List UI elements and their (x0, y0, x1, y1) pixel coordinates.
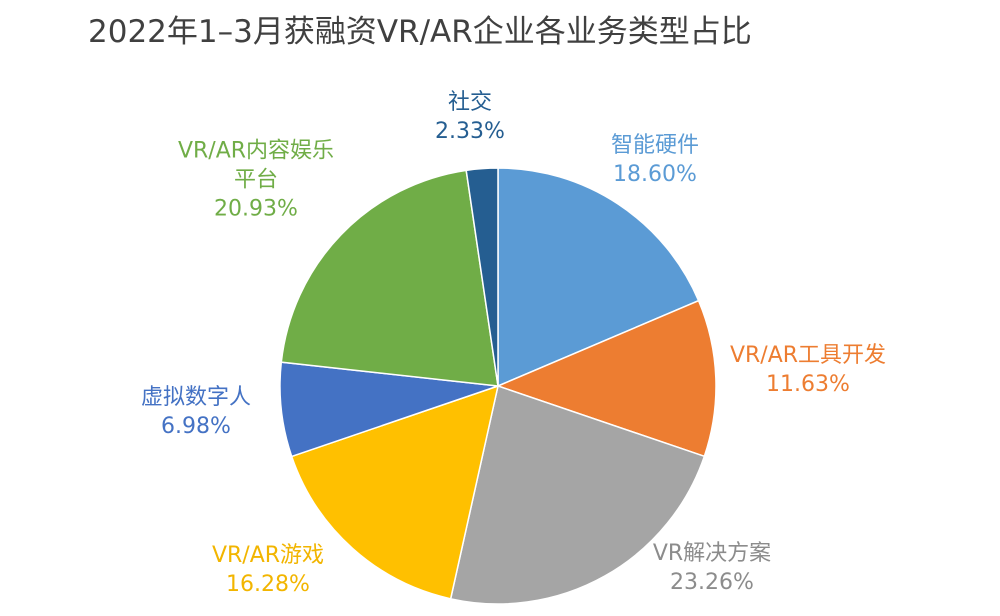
category-name: VR/AR工具开发 (729, 343, 887, 368)
percent-label: 6.98% (161, 414, 231, 439)
percent-label: 20.93% (214, 196, 298, 222)
category-name: 智能硬件 (610, 133, 700, 158)
category-name: VR/AR内容娱乐平台 (177, 138, 335, 193)
slice-label: VR/AR内容娱乐平台 20.93% (171, 137, 341, 224)
slice-label: VR解决方案 23.26% (653, 539, 771, 597)
slice-label: VR/AR工具开发 11.63% (730, 341, 886, 399)
slice-label: 智能硬件 18.60% (611, 131, 699, 189)
pie-slice (465, 167, 499, 387)
pie-slice (449, 385, 706, 605)
category-name: VR/AR游戏 (211, 543, 325, 568)
slice-label: 虚拟数字人 6.98% (141, 383, 251, 441)
pie-slice (495, 299, 717, 458)
percent-label: 23.26% (670, 570, 754, 595)
percent-label: 18.60% (613, 162, 697, 187)
category-name: 虚拟数字人 (140, 385, 252, 410)
percent-label: 2.33% (435, 119, 505, 144)
slice-label: 社交 2.33% (435, 88, 505, 146)
pie-slice (497, 167, 700, 388)
chart-title: 2022年1–3月获融资VR/AR企业各业务类型占比 (88, 14, 752, 50)
category-name: 社交 (447, 90, 493, 115)
pie-slice (280, 169, 499, 387)
category-name: VR解决方案 (652, 541, 772, 566)
slice-label: VR/AR游戏 16.28% (212, 541, 324, 599)
percent-label: 16.28% (226, 572, 310, 597)
percent-label: 11.63% (766, 372, 850, 397)
